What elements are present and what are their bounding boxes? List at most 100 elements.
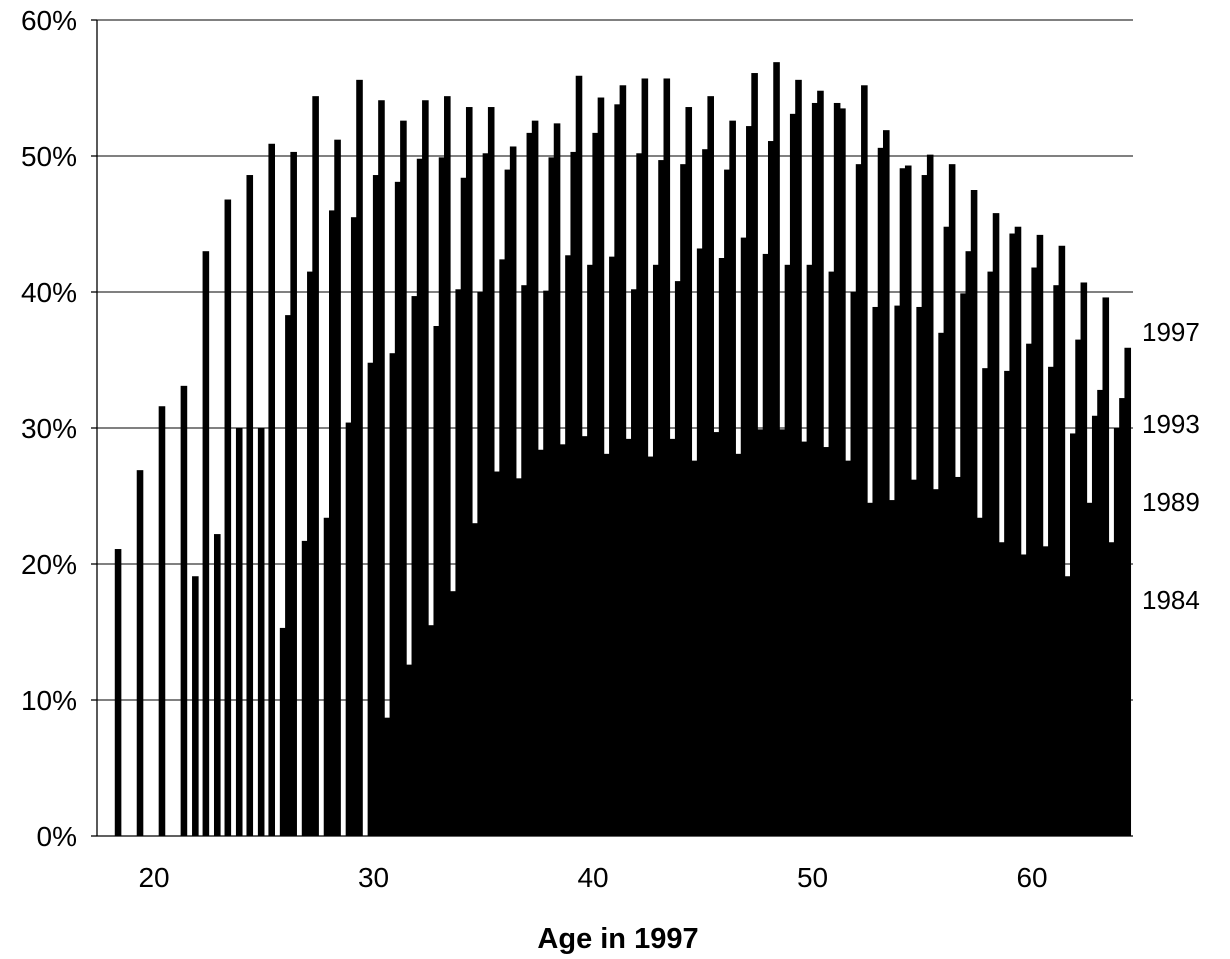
bar-1993-age-34 — [460, 177, 468, 836]
bar-1993-age-44 — [680, 164, 687, 836]
bar-1989-age-40 — [587, 264, 594, 836]
bar-1989-age-32 — [411, 296, 419, 837]
bar-1989-age-55 — [916, 306, 923, 837]
x-tick-labels: 20 30 40 50 60 — [138, 862, 1047, 893]
bar-1997-age-42 — [641, 78, 649, 837]
bar-1989-age-49 — [784, 264, 792, 836]
bar-1984-age-48 — [757, 429, 765, 836]
bar-1984-age-47 — [735, 453, 743, 836]
bar-1997-age-24 — [246, 175, 254, 837]
bar-1984-age-56 — [933, 489, 940, 836]
x-tick-label: 40 — [577, 862, 608, 893]
bar-1984-age-43 — [647, 456, 655, 836]
y-tick-label: 50% — [21, 141, 77, 172]
bar-1993-age-31 — [394, 181, 402, 837]
series-labels: 1997 1993 1989 1984 — [1142, 317, 1200, 615]
bar-1984-age-37 — [516, 478, 523, 836]
bar-1984-age-58 — [976, 517, 984, 836]
bar-1984-age-31 — [384, 717, 391, 836]
bar-1997-age-18 — [114, 549, 122, 836]
bar-1989-age-23 — [213, 534, 221, 836]
bar-1993-age-49 — [789, 113, 797, 837]
bar-1984-age-61 — [1042, 546, 1050, 836]
bar-1989-age-28 — [323, 517, 331, 836]
bar-1984-age-38 — [537, 449, 545, 836]
bar-1993-age-52 — [855, 164, 863, 836]
x-tick-label: 60 — [1016, 862, 1047, 893]
bar-1984-age-42 — [625, 438, 633, 836]
bar-1997-age-56 — [948, 164, 956, 836]
bar-1997-age-51 — [839, 108, 846, 836]
bar-1997-age-52 — [861, 85, 868, 836]
bar-1984-age-54 — [889, 500, 896, 836]
bar-1993-age-64 — [1119, 398, 1126, 836]
y-tick-label: 40% — [21, 277, 77, 308]
bar-1989-age-38 — [543, 290, 550, 836]
bar-1993-age-26 — [285, 315, 292, 836]
bar-1997-age-48 — [773, 62, 780, 837]
bar-1993-age-30 — [372, 175, 380, 837]
bar-1993-age-54 — [899, 168, 907, 837]
bar-1997-age-55 — [926, 154, 934, 836]
bar-1984-age-50 — [801, 441, 808, 836]
bar-1997-age-30 — [378, 100, 385, 837]
bar-1997-age-41 — [619, 85, 627, 836]
bar-1997-age-49 — [795, 79, 802, 837]
bar-1993-age-33 — [438, 157, 446, 837]
bar-1984-age-60 — [1020, 554, 1028, 836]
bar-1984-age-33 — [428, 625, 435, 836]
bar-1984-age-52 — [845, 460, 852, 836]
bar-1984-age-40 — [581, 436, 589, 836]
bar-1989-age-25 — [257, 428, 265, 836]
bar-1997-age-28 — [334, 139, 341, 836]
bar-1993-age-55 — [921, 175, 929, 837]
bar-1997-age-36 — [509, 146, 517, 837]
bar-1989-age-50 — [806, 264, 814, 836]
bar-1993-age-53 — [877, 147, 885, 837]
bar-1993-age-42 — [636, 153, 643, 836]
bar-1997-age-25 — [268, 143, 276, 836]
bar-1997-age-27 — [312, 96, 319, 836]
bar-1997-age-57 — [970, 190, 978, 836]
bar-1989-age-24 — [235, 428, 243, 836]
bar-1989-age-53 — [872, 306, 880, 837]
bar-1997-age-33 — [444, 96, 451, 836]
y-tick-label: 10% — [21, 685, 77, 716]
bar-1993-age-51 — [833, 102, 841, 836]
bar-1997-age-20 — [158, 406, 166, 836]
bar-1993-age-47 — [746, 126, 753, 836]
bar-1993-age-45 — [702, 149, 709, 836]
bar-1989-age-31 — [389, 353, 397, 836]
bar-1984-age-59 — [998, 542, 1006, 836]
y-tick-label: 60% — [21, 5, 77, 36]
bar-1993-age-27 — [307, 271, 314, 837]
y-tick-label: 30% — [21, 413, 77, 444]
bar-1989-age-22 — [192, 576, 199, 836]
bar-1997-age-61 — [1058, 245, 1066, 836]
y-tick-label: 20% — [21, 549, 77, 580]
bar-1984-age-32 — [406, 664, 413, 836]
bar-1993-age-38 — [548, 157, 556, 837]
bar-1993-age-56 — [943, 226, 951, 837]
bar-1993-age-58 — [987, 271, 995, 837]
bar-1997-age-19 — [136, 470, 144, 836]
bar-1989-age-39 — [565, 255, 572, 836]
bar-1989-age-47 — [740, 237, 748, 837]
bar-1984-age-63 — [1086, 502, 1094, 836]
bar-1984-age-36 — [494, 471, 501, 836]
bar-1997-age-53 — [882, 130, 890, 836]
bar-1989-age-34 — [455, 289, 463, 836]
bar-1993-age-43 — [658, 160, 665, 836]
bar-1989-age-58 — [982, 368, 989, 836]
bar-1997-age-47 — [751, 73, 758, 837]
bar-1989-age-62 — [1070, 433, 1077, 836]
bar-1984-age-45 — [691, 460, 699, 836]
bar-1989-age-41 — [609, 256, 616, 836]
bar-1984-age-35 — [472, 523, 479, 836]
bar-1997-age-45 — [707, 96, 714, 836]
bar-1997-age-32 — [422, 100, 429, 837]
x-tick-label: 50 — [797, 862, 828, 893]
bar-1997-age-43 — [663, 78, 671, 837]
bar-1997-age-26 — [290, 151, 297, 837]
bar-1997-age-59 — [1014, 226, 1022, 837]
